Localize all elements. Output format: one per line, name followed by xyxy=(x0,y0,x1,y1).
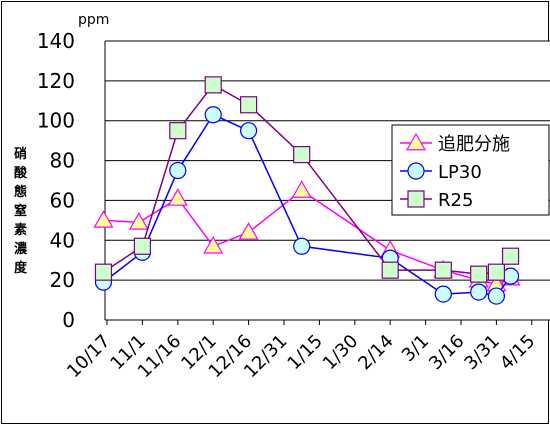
data-point xyxy=(204,106,222,124)
y-tick-label: 140 xyxy=(37,29,75,53)
data-point xyxy=(128,212,149,230)
data-point xyxy=(240,96,258,114)
data-point xyxy=(133,237,151,255)
series-circle xyxy=(94,106,520,305)
data-point xyxy=(381,261,399,279)
data-point xyxy=(169,161,187,180)
data-point xyxy=(293,145,311,164)
data-point xyxy=(238,222,259,240)
data-point xyxy=(203,236,224,254)
data-point xyxy=(167,188,188,206)
data-point xyxy=(470,283,488,301)
data-point xyxy=(204,76,222,94)
data-point xyxy=(487,263,505,281)
legend-label: 追肥分施 xyxy=(438,134,510,155)
y-tick-label: 100 xyxy=(37,109,75,133)
data-point xyxy=(94,263,113,281)
y-tick-label: 40 xyxy=(50,228,75,252)
series-square xyxy=(94,76,520,283)
legend-marker xyxy=(405,132,427,151)
legend-label: R25 xyxy=(438,190,473,211)
data-point xyxy=(293,237,311,255)
y-tick-label: 20 xyxy=(50,268,75,292)
y-tick-label: 0 xyxy=(62,308,75,332)
data-point xyxy=(434,285,452,303)
y-tick-label: 120 xyxy=(37,69,75,93)
data-point xyxy=(487,287,505,305)
legend-marker xyxy=(407,162,425,180)
data-point xyxy=(434,261,452,279)
y-tick-labels: 0 20 40 60 80 100 120 140 xyxy=(37,29,75,332)
data-point xyxy=(291,180,312,198)
y-tick-label: 60 xyxy=(50,188,75,212)
data-point xyxy=(240,122,258,140)
y-tick-label: 80 xyxy=(50,149,75,173)
legend-marker xyxy=(407,190,425,208)
data-point xyxy=(93,210,114,228)
legend: 追肥分施 LP30 R25 xyxy=(391,124,550,216)
data-point xyxy=(470,265,488,283)
legend-label: LP30 xyxy=(438,162,482,183)
series-layer xyxy=(93,76,521,305)
data-point xyxy=(169,122,187,140)
data-point xyxy=(501,247,520,265)
y-unit-label: ppm xyxy=(78,12,109,28)
y-axis-label: 硝酸態窒素濃度 xyxy=(14,146,28,276)
